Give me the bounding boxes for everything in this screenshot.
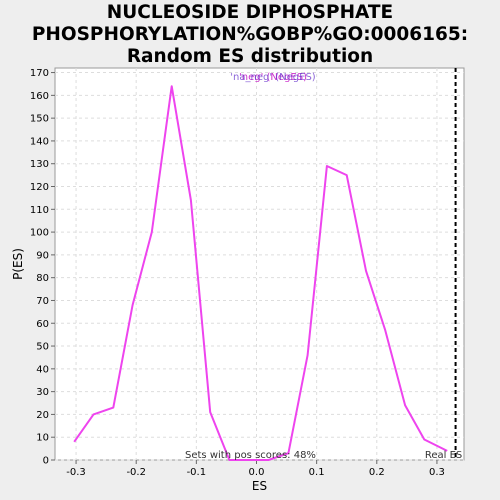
plot-area [54, 67, 465, 461]
x-tick-label: 0.3 [429, 467, 445, 478]
y-tick-label: 40 [36, 364, 49, 375]
y-tick-label: 30 [36, 387, 49, 398]
y-tick-label: 10 [36, 433, 49, 444]
y-tick-label: 170 [30, 68, 49, 79]
y-tick-label: 150 [30, 114, 49, 125]
y-tick-label: 100 [30, 228, 49, 239]
y-axis-label: P(ES) [11, 248, 25, 280]
pos-score-annotation: Sets with pos scores: 48% [185, 450, 316, 461]
y-tick-label: 20 [36, 410, 49, 421]
y-tick-label: 0 [43, 456, 49, 467]
x-axis-label: ES [252, 479, 267, 493]
x-tick-label: -0.1 [187, 467, 207, 478]
x-axis: -0.3 -0.2 -0.1 0.0 0.1 0.2 0.3 [66, 460, 445, 478]
x-tick-label: -0.3 [66, 467, 86, 478]
x-tick-label: 0.1 [309, 467, 325, 478]
chart-title-line-1: NUCLEOSIDE DIPHOSPHATE [106, 2, 394, 23]
chart-title-line-3: Random ES distribution [126, 46, 374, 67]
chart-title: NUCLEOSIDE DIPHOSPHATE PHOSPHORYLATION%G… [0, 2, 500, 68]
x-tick-label: 0.2 [369, 467, 385, 478]
x-tick-label: 0.0 [249, 467, 265, 478]
real-es-label: Real ES [425, 450, 462, 461]
y-tick-label: 70 [36, 296, 49, 307]
y-tick-label: 140 [30, 136, 49, 147]
y-tick-label: 50 [36, 342, 49, 353]
y-tick-label: 130 [30, 159, 49, 170]
y-tick-label: 90 [36, 250, 49, 261]
legend-label-overlay: 'na_neg' (NegES) [230, 72, 316, 83]
series-line [73, 85, 448, 461]
grid-lines [55, 68, 464, 461]
series-group [73, 85, 448, 461]
y-tick-label: 80 [36, 273, 49, 284]
y-tick-label: 60 [36, 319, 49, 330]
y-tick-label: 110 [30, 205, 49, 216]
x-tick-label: -0.2 [126, 467, 146, 478]
y-axis: 0 10 20 30 40 50 60 70 80 90 100 110 120 130 140 150 160… [30, 68, 55, 467]
y-tick-label: 160 [30, 91, 49, 102]
legend-label: 'neg' (NegES) [239, 72, 307, 83]
y-tick-label: 120 [30, 182, 49, 193]
legend: 'neg' (NegES) 'na_neg' (NegES) [230, 72, 316, 83]
chart-title-line-2: PHOSPHORYLATION%GOBP%GO:0006165: [31, 24, 469, 45]
